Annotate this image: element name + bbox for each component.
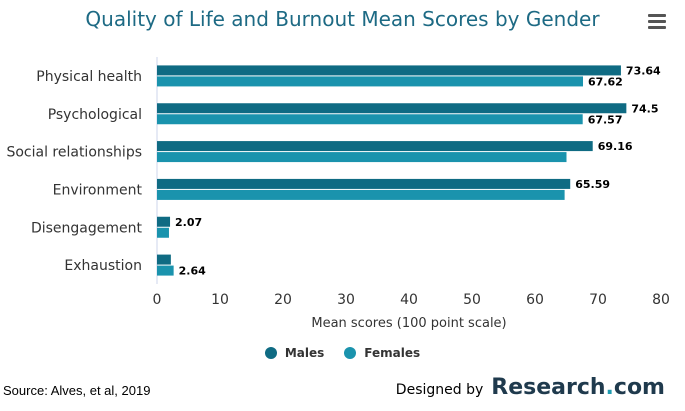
x-tick-label: 80: [652, 292, 670, 308]
x-tick-label: 60: [526, 292, 544, 308]
data-label: 73.64: [626, 64, 661, 77]
legend: Males Females: [0, 346, 685, 362]
bar-males: [157, 141, 593, 152]
x-tick-label: 70: [589, 292, 607, 308]
x-tick-label: 30: [337, 292, 355, 308]
data-label: 74.5: [631, 102, 658, 115]
data-label: 2.64: [179, 265, 206, 278]
data-label: 69.16: [598, 140, 633, 153]
logo-dot: .: [605, 375, 614, 400]
x-tick-label: 50: [463, 292, 481, 308]
bar-males: [157, 216, 171, 227]
bar-females: [157, 227, 169, 238]
chart-title: Quality of Life and Burnout Mean Scores …: [85, 7, 600, 31]
category-label: Exhaustion: [64, 258, 142, 274]
bar-females: [157, 152, 567, 163]
data-label: 2.07: [175, 216, 202, 229]
bar-females: [157, 189, 565, 200]
x-tick-label: 0: [153, 292, 162, 308]
research-com-logo[interactable]: Research.com: [491, 375, 665, 400]
category-label: Environment: [53, 182, 143, 198]
legend-item-females[interactable]: Females: [344, 346, 420, 360]
bar-females: [157, 114, 583, 125]
logo-suffix: com: [613, 375, 665, 400]
bar-males: [157, 103, 627, 114]
bar-males: [157, 65, 621, 76]
legend-marker: [264, 347, 277, 359]
source-note: Source: Alves, et al, 2019: [3, 383, 151, 398]
legend-label: Males: [284, 346, 325, 360]
legend-marker: [344, 347, 357, 359]
credit-prefix: Designed by: [395, 382, 484, 398]
data-label: 67.62: [588, 75, 623, 88]
x-tick-label: 20: [274, 292, 292, 308]
bar-females: [157, 265, 174, 276]
legend-item-males[interactable]: Males: [264, 346, 325, 360]
x-tick-label: 40: [400, 292, 418, 308]
hamburger-menu-icon[interactable]: [648, 14, 666, 30]
data-label: 67.57: [588, 113, 623, 126]
x-axis-title: Mean scores (100 point scale): [311, 316, 506, 331]
credit: Designed by Research.com: [396, 375, 665, 400]
x-tick-label: 10: [211, 292, 229, 308]
bar-males: [157, 254, 171, 265]
category-label: Social relationships: [6, 145, 142, 161]
category-label: Psychological: [48, 107, 142, 123]
category-label: Physical health: [36, 69, 142, 85]
logo-main: Research: [491, 375, 606, 400]
bar-males: [157, 178, 571, 189]
legend-label: Females: [364, 346, 421, 360]
category-label: Disengagement: [31, 220, 143, 236]
bar-females: [157, 76, 584, 87]
data-label: 65.59: [575, 178, 610, 191]
